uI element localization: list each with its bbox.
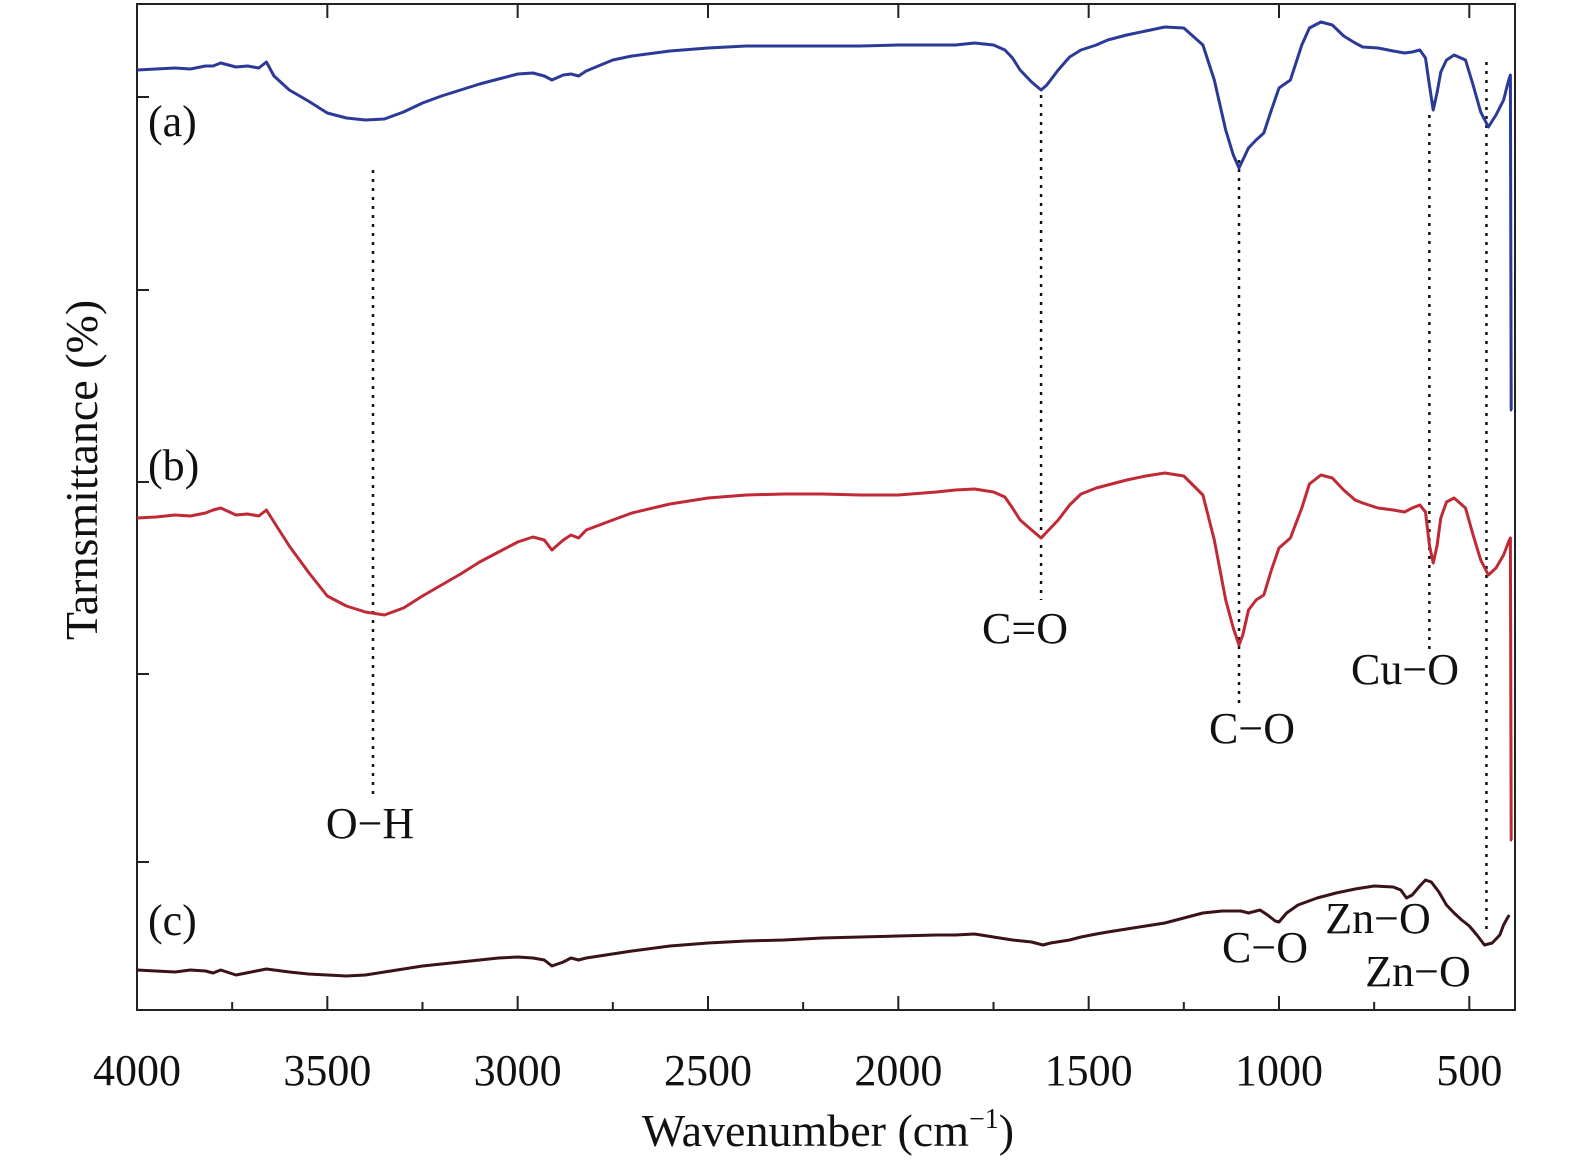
peak-guide-lines xyxy=(371,62,1488,930)
x-tick-label: 4000 xyxy=(93,1046,181,1095)
x-tick-label: 1000 xyxy=(1235,1046,1323,1095)
series-tag-b: (b) xyxy=(148,441,199,490)
peak-annotation: Cu−O xyxy=(1351,645,1459,694)
series-line-a xyxy=(136,20,1513,412)
y-axis-title: Tarnsmittance (%) xyxy=(56,300,107,640)
peak-annotation: O−H xyxy=(326,799,414,848)
x-axis-title: Wavenumber (cm−1) xyxy=(642,1104,1014,1156)
peak-annotation: C−O xyxy=(1209,704,1295,753)
x-tick-label: 2000 xyxy=(854,1046,942,1095)
series-line-b xyxy=(136,471,1513,842)
peak-annotation: C=O xyxy=(982,604,1068,653)
x-axis-ticks: 4000 3500 3000 2500 2000 1500 1000 500 xyxy=(93,4,1502,1095)
x-tick-label: 3500 xyxy=(283,1046,371,1095)
series-lines xyxy=(136,20,1513,978)
plot-frame xyxy=(136,3,1516,1011)
series-tag-a: (a) xyxy=(148,97,197,146)
y-axis-ticks xyxy=(137,96,149,863)
series-line-c xyxy=(136,878,1511,978)
chart-labels: (a) (b) (c) O−H C=O C−O Cu−O C−O Zn−OZn−O Wavenum… xyxy=(56,97,1471,1156)
peak-annotation: C−O xyxy=(1222,923,1308,972)
series-tag-c: (c) xyxy=(148,896,197,945)
x-tick-label: 3000 xyxy=(474,1046,562,1095)
peak-annotation: Zn−O xyxy=(1325,894,1430,943)
x-tick-label: 1500 xyxy=(1045,1046,1133,1095)
x-tick-label: 500 xyxy=(1436,1046,1502,1095)
x-tick-label: 2500 xyxy=(664,1046,752,1095)
peak-annotation: Zn−O xyxy=(1365,947,1470,996)
